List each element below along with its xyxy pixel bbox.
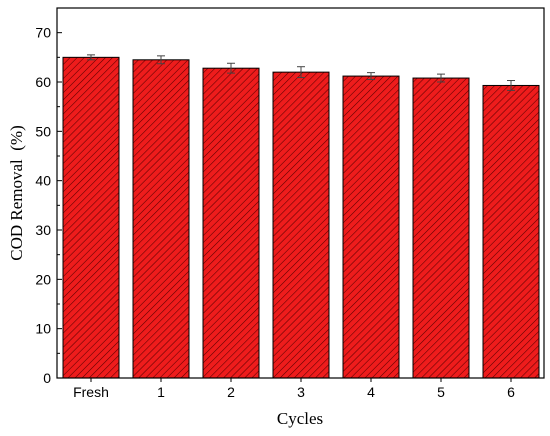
y-tick-label-20: 20 xyxy=(35,271,51,287)
bar-hatch-6 xyxy=(482,84,540,379)
bar-hatch-2 xyxy=(202,67,260,379)
y-tick-label-30: 30 xyxy=(35,222,51,238)
x-tick-label-5: 5 xyxy=(437,384,445,400)
x-axis-title: Cycles xyxy=(277,409,323,428)
x-tick-label-4: 4 xyxy=(367,384,375,400)
y-axis: 0 10 20 30 40 50 60 70 xyxy=(35,25,62,386)
bar-hatch-3 xyxy=(272,71,330,379)
y-tick-label-0: 0 xyxy=(43,370,51,386)
bars-group xyxy=(62,56,540,379)
x-tick-label-2: 2 xyxy=(227,384,235,400)
bar-hatch-1 xyxy=(132,59,190,379)
y-tick-label-70: 70 xyxy=(35,25,51,41)
x-tick-label-1: 1 xyxy=(157,384,165,400)
bar-hatch-fresh xyxy=(62,56,120,379)
x-axis: Fresh 1 2 3 4 5 6 xyxy=(73,378,515,400)
x-tick-label-fresh: Fresh xyxy=(73,384,109,400)
bar-hatch-4 xyxy=(342,75,400,379)
y-tick-label-40: 40 xyxy=(35,173,51,189)
y-tick-label-60: 60 xyxy=(35,74,51,90)
y-axis-title: COD Removal (%) xyxy=(7,125,26,261)
x-tick-label-3: 3 xyxy=(297,384,305,400)
error-bars-group xyxy=(87,54,515,91)
y-tick-label-10: 10 xyxy=(35,321,51,337)
x-tick-label-6: 6 xyxy=(507,384,515,400)
bar-hatch-5 xyxy=(412,77,470,379)
y-tick-label-50: 50 xyxy=(35,123,51,139)
